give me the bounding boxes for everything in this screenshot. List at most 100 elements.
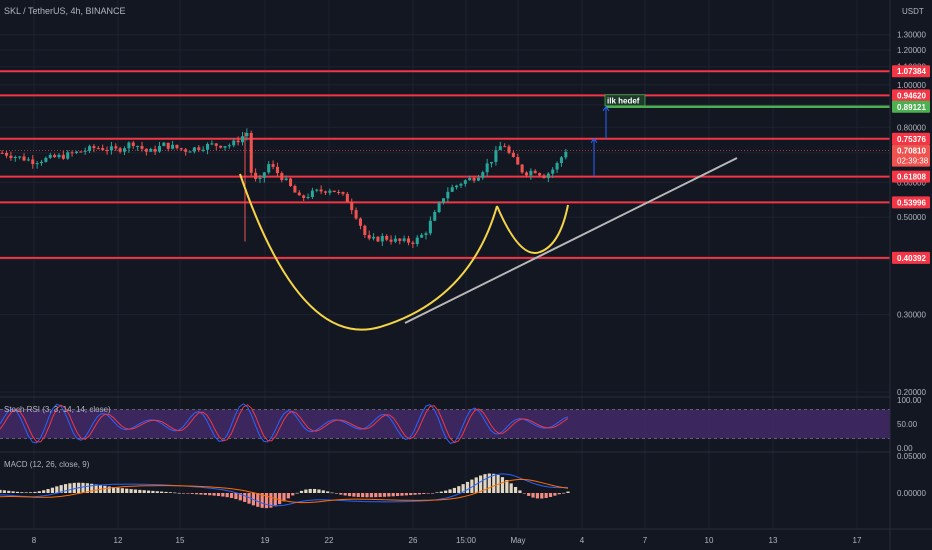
candle-body (450, 187, 454, 192)
candle-body (22, 156, 26, 161)
macd-histogram-bar (452, 487, 456, 493)
candle-body (319, 189, 323, 192)
macd-histogram-bar (531, 493, 535, 498)
time-tick-label: 19 (261, 536, 270, 545)
macd-histogram-bar (312, 488, 317, 493)
candle-body (511, 152, 515, 157)
candle-body (197, 147, 201, 150)
candle-body (271, 164, 275, 167)
macd-histogram-bar (155, 491, 159, 493)
candle-body (5, 152, 9, 156)
macd-histogram-bar (417, 493, 422, 495)
candle-body (380, 235, 384, 242)
price-tick-label: 0.80000 (897, 123, 926, 132)
time-tick-label: 26 (409, 536, 418, 545)
price-tick-label: 0.50000 (897, 213, 926, 222)
last-price-label: 0.70810 (897, 147, 926, 156)
level-badge[interactable] (892, 132, 930, 145)
candle-body (455, 185, 459, 188)
candle-body (280, 173, 284, 180)
macd-histogram-bar (317, 489, 321, 493)
macd-panel (0, 473, 570, 509)
symbol-title[interactable]: SKL / TetherUS, 4h, BINANCE (4, 6, 126, 16)
candle-body (44, 157, 48, 162)
candle-body (175, 144, 179, 149)
macd-histogram-bar (20, 492, 24, 493)
macd-histogram-bar (326, 491, 330, 493)
target-text: ilk hedef (607, 96, 640, 105)
level-badge[interactable] (892, 251, 930, 264)
macd-histogram-bar (513, 486, 518, 493)
macd-histogram-bar (195, 493, 199, 495)
macd-title[interactable]: MACD (12, 26, close, 9) (4, 460, 90, 469)
time-tick-label: 12 (114, 536, 123, 545)
target-text-box[interactable] (604, 94, 646, 107)
candle-body (468, 177, 472, 181)
candle-body (114, 146, 118, 149)
macd-histogram-bar (548, 493, 553, 497)
countdown-label: 02:39:38 (897, 157, 929, 166)
drawings[interactable]: ilk hedef (239, 94, 890, 331)
macd-histogram-bar (216, 493, 221, 497)
macd-histogram-bar (107, 486, 111, 493)
candle-body (424, 233, 428, 235)
macd-histogram-bar (470, 479, 474, 493)
level-badge[interactable] (892, 170, 930, 183)
macd-histogram-bar (457, 486, 461, 493)
price-axis[interactable]: 1.300001.200001.100001.000000.900000.800… (892, 31, 930, 498)
macd-histogram-bar (527, 493, 531, 496)
candle-body (542, 175, 546, 179)
macd-histogram-bar (129, 489, 133, 493)
level-badge-label: 0.94620 (897, 91, 926, 100)
candle-body (415, 237, 419, 245)
macd-histogram-bar (391, 493, 395, 497)
level-badge[interactable] (892, 196, 930, 209)
last-price-badge[interactable] (892, 144, 930, 167)
macd-histogram-bar (500, 477, 505, 493)
candle-body (310, 190, 314, 198)
stoch-tick-label: 100.00 (897, 396, 922, 405)
candle-body (332, 190, 336, 192)
macd-histogram-bar (413, 493, 417, 495)
candle-body (79, 151, 83, 153)
macd-histogram-bar (133, 489, 138, 493)
macd-histogram-bar (369, 493, 373, 498)
macd-histogram-bar (90, 483, 94, 493)
macd-histogram-bar (509, 483, 513, 493)
cup-curve[interactable] (239, 173, 498, 331)
macd-histogram-bar (125, 488, 129, 493)
candle-body (66, 152, 70, 159)
stoch-band-fill (0, 409, 890, 439)
macd-histogram-bar (378, 493, 382, 497)
candle-body (564, 151, 568, 158)
level-badge[interactable] (892, 65, 930, 78)
candle-body (249, 132, 253, 173)
macd-histogram-bar (474, 477, 478, 493)
candle-body (39, 161, 44, 164)
macd-histogram-bar (142, 490, 146, 493)
macd-histogram-bar (382, 493, 387, 497)
candle-body (232, 140, 236, 146)
macd-histogram-bar (339, 493, 343, 495)
stoch-rsi-title[interactable]: Stoch RSI (3, 3, 14, 14, close) (4, 405, 111, 414)
handle-curve[interactable] (496, 204, 569, 255)
time-axis[interactable]: 8 12 15 19 22 26 15:00 May 4 7 10 13 17 (32, 536, 862, 545)
target-badge[interactable] (892, 100, 930, 113)
trendline[interactable] (404, 157, 738, 324)
macd-histogram-bar (426, 493, 430, 494)
macd-histogram-bar (173, 492, 177, 494)
candle-body (227, 145, 231, 147)
measure-arrow-head (590, 137, 598, 143)
candle-body (472, 177, 476, 181)
candles (0, 128, 568, 249)
candle-body (258, 177, 262, 179)
macd-histogram-bar (68, 483, 72, 493)
candle-body (437, 202, 441, 212)
candle-body (498, 146, 502, 151)
level-badge[interactable] (892, 89, 930, 102)
candle-body (26, 159, 30, 161)
candle-body (166, 142, 170, 149)
candle-body (179, 148, 183, 150)
candle-body (441, 198, 446, 203)
